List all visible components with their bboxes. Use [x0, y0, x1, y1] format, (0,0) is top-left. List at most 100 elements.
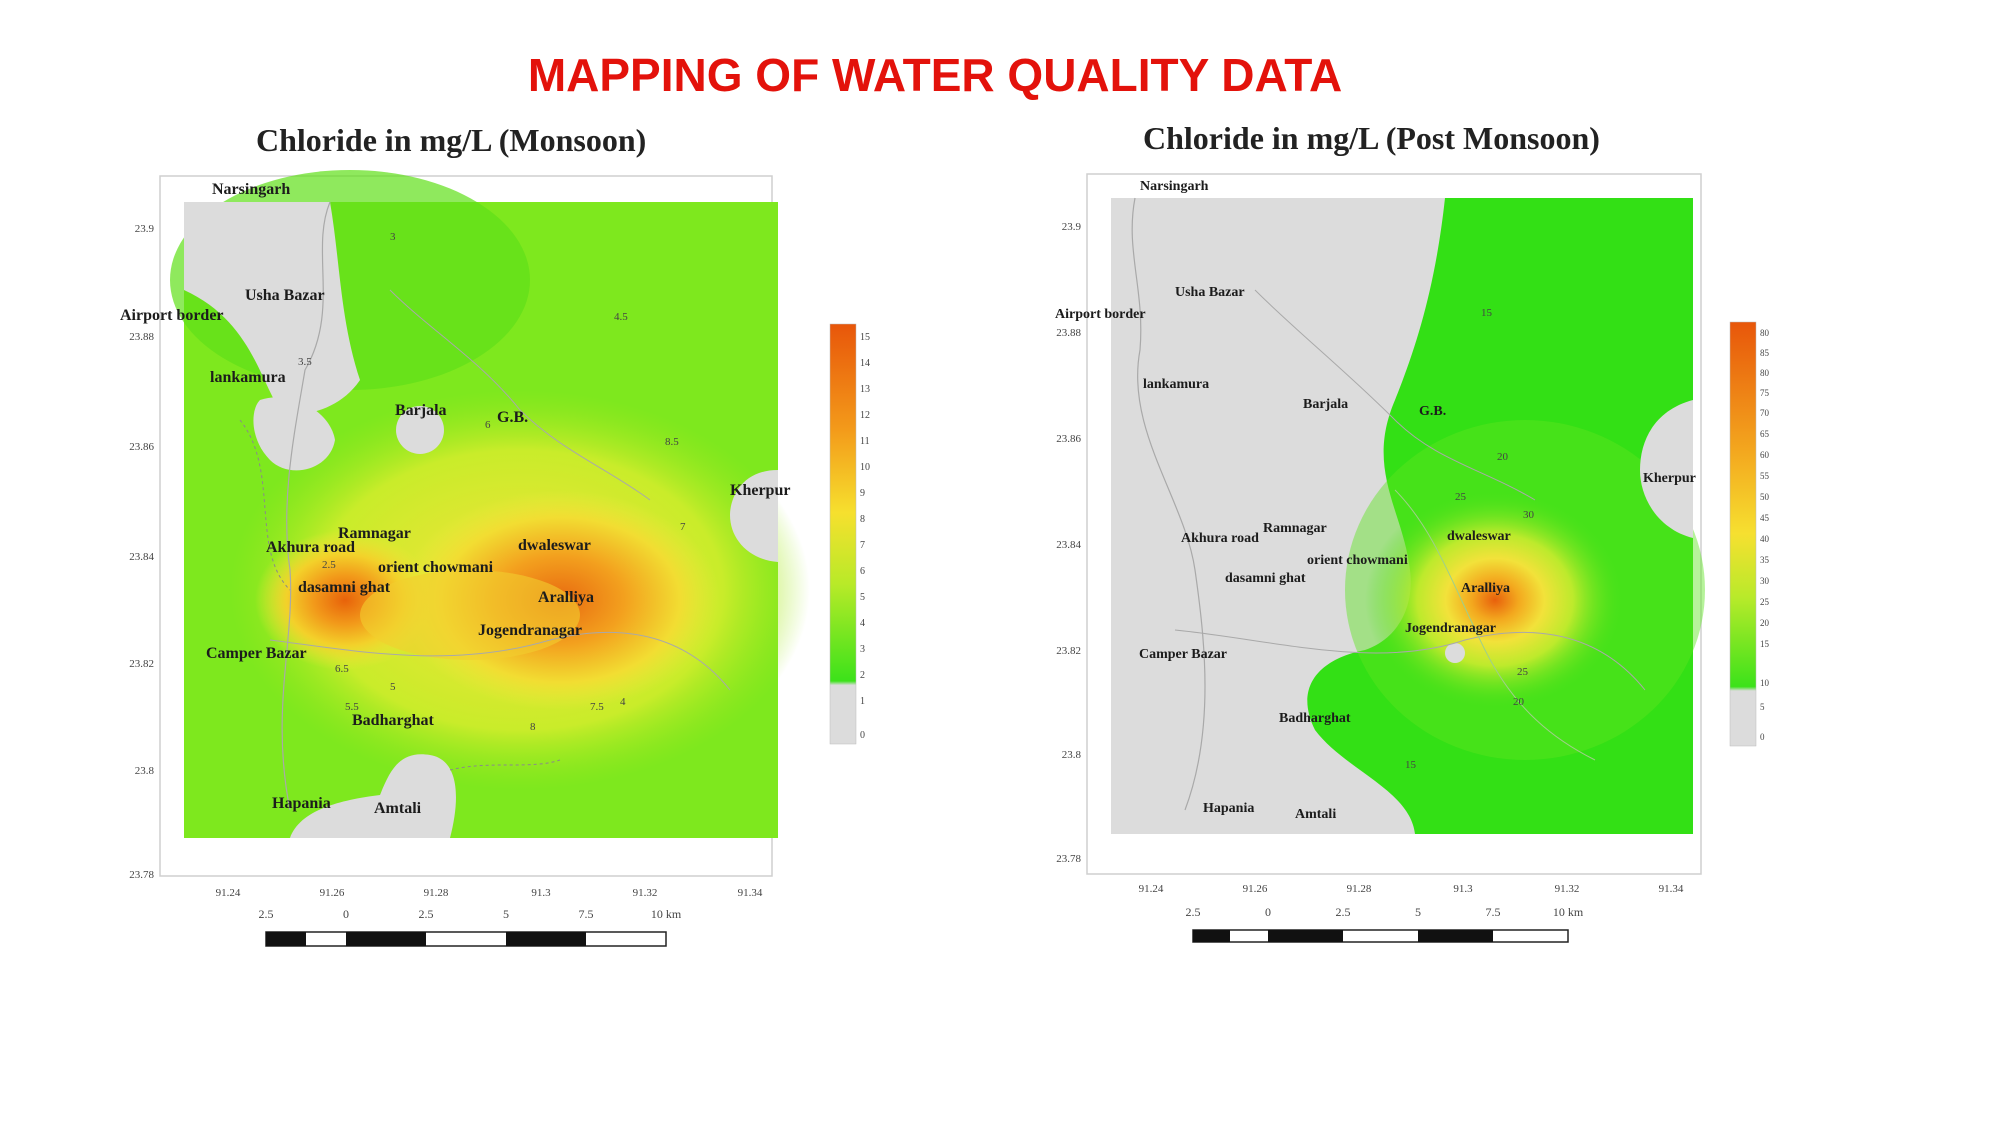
- place-label: orient chowmani: [378, 559, 494, 576]
- svg-text:11: 11: [860, 436, 870, 447]
- map-monsoon: 2.5 3 3.5 4 4.5 5 5.5 6 6.5 7 7.5 8 8.5 …: [120, 170, 810, 947]
- svg-text:7.5: 7.5: [579, 907, 594, 921]
- place-label: G.B.: [1419, 404, 1446, 419]
- place-label: Barjala: [395, 402, 447, 419]
- svg-text:13: 13: [860, 384, 870, 395]
- place-label: Airport border: [1055, 307, 1146, 322]
- svg-text:2.5: 2.5: [259, 907, 274, 921]
- contour-label: 2.5: [322, 559, 336, 571]
- place-label: Airport border: [120, 307, 224, 324]
- lat-tick: 23.9: [1062, 221, 1082, 233]
- svg-text:12: 12: [860, 410, 870, 421]
- place-label: Barjala: [1303, 397, 1348, 412]
- contour-label: 5.5: [345, 701, 359, 713]
- svg-text:10: 10: [1760, 678, 1770, 688]
- svg-text:40: 40: [1760, 534, 1770, 544]
- legend-post-monsoon: 80 85 80 75 70 65 60 55 50 45 40 35 30 2…: [1729, 321, 1770, 747]
- contour-label: 7: [680, 521, 686, 533]
- legend-monsoon: 15 14 13 12 11 10 9 8 7 6 5 4 3 2 1 0: [829, 323, 870, 745]
- svg-text:2.5: 2.5: [1186, 905, 1201, 919]
- lat-tick: 23.88: [129, 331, 154, 343]
- contour-label: 6: [485, 419, 491, 431]
- place-label: Camper Bazar: [1139, 647, 1227, 662]
- svg-text:15: 15: [860, 332, 870, 343]
- svg-text:5: 5: [1415, 905, 1421, 919]
- svg-text:10 km: 10 km: [651, 907, 682, 921]
- lat-tick: 23.8: [135, 765, 155, 777]
- lon-tick: 91.28: [424, 887, 449, 899]
- scale-bar: 2.5 0 2.5 5 7.5 10 km: [1186, 905, 1584, 943]
- svg-text:5: 5: [1760, 702, 1765, 712]
- place-label: Usha Bazar: [245, 287, 325, 304]
- svg-text:7: 7: [860, 540, 865, 551]
- place-label: Amtali: [1295, 807, 1336, 822]
- place-label: Jogendranagar: [478, 622, 582, 639]
- place-label: Hapania: [272, 795, 331, 812]
- svg-text:60: 60: [1760, 450, 1770, 460]
- lat-tick: 23.9: [135, 223, 155, 235]
- svg-text:2.5: 2.5: [419, 907, 434, 921]
- contour-label: 3: [390, 231, 396, 243]
- svg-text:65: 65: [1760, 429, 1770, 439]
- lon-tick: 91.26: [1243, 883, 1268, 895]
- svg-text:10: 10: [860, 462, 870, 473]
- place-label: dasamni ghat: [1225, 571, 1306, 586]
- place-label: Amtali: [374, 800, 422, 817]
- place-label: Aralliya: [538, 589, 594, 606]
- svg-text:1: 1: [860, 696, 865, 707]
- place-label: Akhura road: [266, 539, 355, 556]
- lat-tick: 23.82: [1056, 645, 1081, 657]
- place-label: Narsingarh: [1140, 179, 1209, 194]
- place-label: Hapania: [1203, 801, 1254, 816]
- lon-tick: 91.34: [1659, 883, 1684, 895]
- place-label: Kherpur: [1643, 471, 1696, 486]
- lon-tick: 91.3: [531, 887, 551, 899]
- place-label: Ramnagar: [338, 525, 411, 542]
- lat-tick: 23.8: [1062, 749, 1082, 761]
- lat-tick: 23.88: [1056, 327, 1081, 339]
- svg-text:6: 6: [860, 566, 865, 577]
- contour-label: 4.5: [614, 311, 628, 323]
- contour-label: 4: [620, 696, 626, 708]
- svg-text:7.5: 7.5: [1486, 905, 1501, 919]
- svg-text:14: 14: [860, 358, 870, 369]
- place-label: Badharghat: [1279, 711, 1351, 726]
- lat-tick: 23.78: [129, 869, 154, 881]
- place-label: Badharghat: [352, 712, 434, 729]
- svg-text:80: 80: [1760, 328, 1770, 338]
- lat-tick: 23.86: [129, 441, 154, 453]
- svg-text:20: 20: [1760, 618, 1770, 628]
- svg-text:50: 50: [1760, 492, 1770, 502]
- lon-tick: 91.24: [1139, 883, 1164, 895]
- lon-tick: 91.28: [1347, 883, 1372, 895]
- svg-text:2: 2: [860, 670, 865, 681]
- svg-text:30: 30: [1760, 576, 1770, 586]
- place-label: Kherpur: [730, 482, 790, 499]
- contour-label: 25: [1517, 666, 1529, 678]
- contour-label: 6.5: [335, 663, 349, 675]
- contour-label: 15: [1481, 307, 1493, 319]
- svg-text:35: 35: [1760, 555, 1770, 565]
- contour-label: 30: [1523, 509, 1535, 521]
- slide-title: MAPPING OF WATER QUALITY DATA: [527, 49, 1343, 101]
- svg-text:80: 80: [1760, 368, 1770, 378]
- contour-label: 8: [530, 721, 536, 733]
- contour-label: 25: [1455, 491, 1467, 503]
- lon-tick: 91.32: [1555, 883, 1580, 895]
- place-label: Jogendranagar: [1405, 621, 1496, 636]
- scale-bar: 2.5 0 2.5 5 7.5 10 km: [259, 907, 682, 947]
- place-label: lankamura: [210, 369, 286, 386]
- svg-text:0: 0: [860, 730, 865, 741]
- place-label: Camper Bazar: [206, 645, 307, 662]
- lat-tick: 23.86: [1056, 433, 1081, 445]
- svg-text:45: 45: [1760, 513, 1770, 523]
- svg-text:0: 0: [1265, 905, 1271, 919]
- place-label: Aralliya: [1461, 581, 1510, 596]
- place-label: Narsingarh: [212, 181, 290, 198]
- map-post-monsoon: 15 20 25 30 25 20 15 Narsingarh Usha Baz…: [1055, 173, 1705, 943]
- svg-text:5: 5: [860, 592, 865, 603]
- lon-tick: 91.3: [1453, 883, 1473, 895]
- svg-text:4: 4: [860, 618, 865, 629]
- map-title-post-monsoon: Chloride in mg/L (Post Monsoon): [1143, 120, 1600, 156]
- svg-text:2.5: 2.5: [1336, 905, 1351, 919]
